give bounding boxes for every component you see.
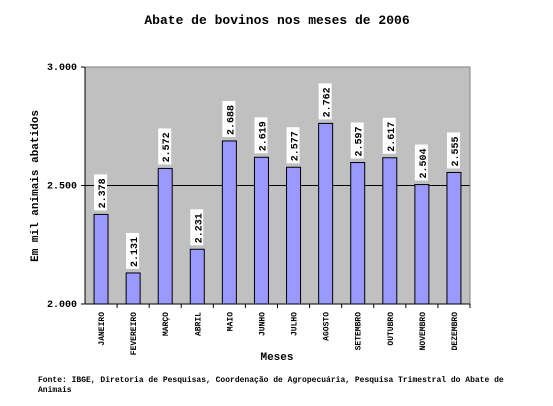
chart-title: Abate de bovinos nos meses de 2006 [144, 13, 409, 28]
data-label: 2.619 [258, 121, 269, 151]
x-tick-label: MARÇO [162, 312, 171, 336]
data-label: 2.617 [387, 122, 398, 152]
x-tick-label: MAIO [226, 312, 235, 331]
data-label: 2.577 [291, 131, 302, 161]
bar [350, 162, 366, 305]
data-label-bg [254, 117, 268, 154]
data-label-bg [350, 122, 364, 159]
bar [286, 166, 302, 305]
data-label-bg [446, 132, 460, 169]
x-tick-label: NOVEMBRO [419, 312, 428, 351]
data-label-bg [222, 100, 236, 137]
data-label: 2.597 [355, 126, 366, 156]
bar [382, 157, 398, 305]
x-tick-label: DEZEMBRO [451, 312, 460, 351]
data-label: 2.762 [323, 87, 334, 117]
x-tick-label: SETEMBRO [355, 312, 364, 351]
data-label-bg [318, 83, 332, 120]
data-label: 2.378 [98, 178, 109, 208]
y-tick-label: 2.000 [47, 300, 77, 311]
bar [414, 184, 430, 305]
y-axis-title: Em mil animais abatidos [30, 110, 42, 262]
x-tick-label: FEVEREIRO [130, 312, 139, 355]
x-tick-label: AGOSTO [323, 312, 332, 341]
data-label-bg [382, 117, 396, 154]
data-label-bg [126, 232, 140, 269]
data-label: 2.555 [451, 136, 462, 166]
data-label-bg [414, 144, 428, 181]
data-label: 2.504 [419, 149, 430, 179]
bar [253, 156, 269, 305]
bar [446, 171, 462, 305]
x-tick-label: JUNHO [258, 312, 267, 336]
y-tick-label: 3.000 [47, 63, 77, 74]
source-note: Fonte: IBGE, Diretoria de Pesquisas, Coo… [38, 376, 504, 395]
data-label-bg [286, 127, 300, 164]
bar [189, 248, 205, 305]
data-label: 2.572 [162, 132, 173, 162]
data-label-bg [190, 209, 204, 246]
x-tick-label: JULHO [291, 312, 300, 336]
x-tick-label: ABRIL [194, 312, 203, 336]
bar [125, 272, 141, 305]
data-label: 2.131 [130, 237, 141, 267]
x-tick-label: JANEIRO [98, 312, 107, 346]
bar [157, 167, 173, 305]
x-tick-label: OUTUBRO [387, 312, 396, 346]
bar [318, 122, 334, 305]
y-tick-label: 2.500 [47, 182, 77, 193]
chart: Abate de bovinos nos meses de 2006 Meses… [30, 13, 471, 364]
data-label: 2.688 [226, 105, 237, 135]
x-axis-title: Meses [260, 352, 293, 364]
bar [93, 213, 109, 305]
data-label-bg [158, 128, 172, 165]
data-label: 2.231 [194, 213, 205, 243]
data-label-bg [94, 174, 108, 211]
bar [221, 140, 237, 305]
